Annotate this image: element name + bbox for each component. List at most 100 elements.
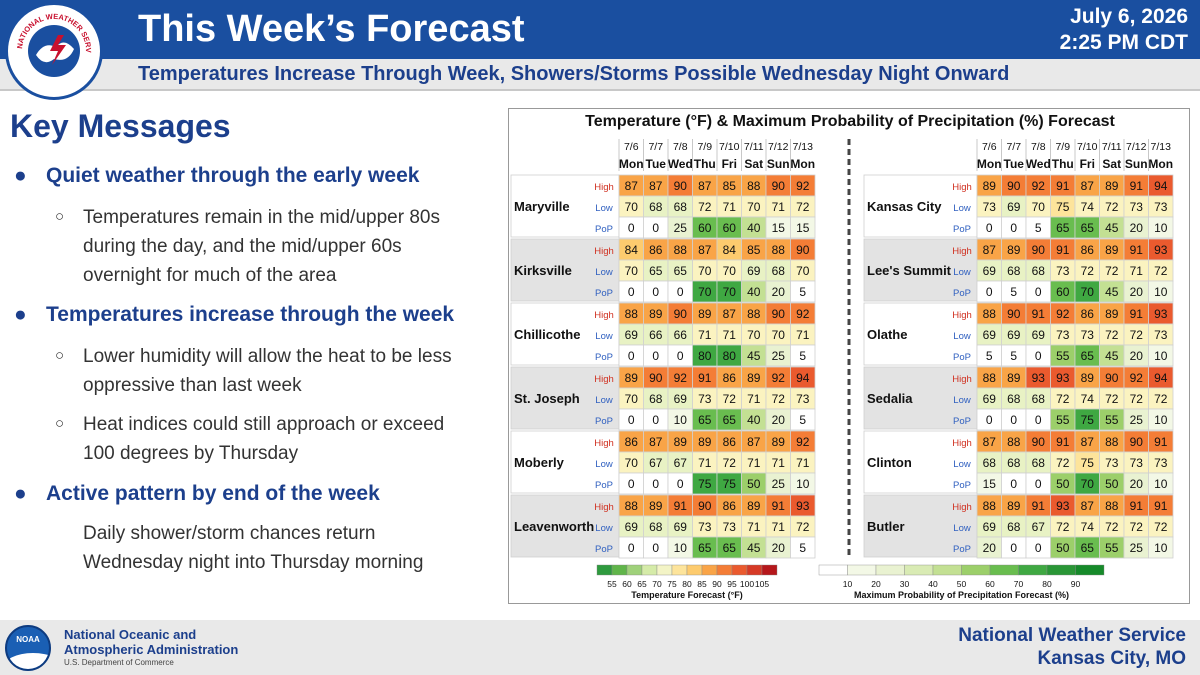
low-value: 69 <box>625 328 639 342</box>
pop-value: 20 <box>1130 349 1144 363</box>
high-value: 89 <box>1105 307 1119 321</box>
pop-value: 65 <box>698 541 712 555</box>
low-value: 72 <box>1056 392 1070 406</box>
high-value: 91 <box>1032 499 1046 513</box>
sub-bullet-text: Lower humidity will allow the heat to be… <box>83 346 452 367</box>
bullet-text: Temperatures increase through the week <box>46 303 455 326</box>
nws-office-line2: Kansas City, MO <box>1037 648 1186 669</box>
high-value: 87 <box>723 307 737 321</box>
high-value: 87 <box>698 179 712 193</box>
high-value: 89 <box>698 435 712 449</box>
high-value: 87 <box>625 179 639 193</box>
low-value: 73 <box>1154 328 1168 342</box>
nws-office-line1: National Weather Service <box>958 625 1186 646</box>
row-label-high: High <box>594 502 614 513</box>
row-label-pop: PoP <box>595 544 613 555</box>
pop-value: 0 <box>628 477 635 491</box>
low-value: 71 <box>772 200 786 214</box>
sub-bullet-text: overnight for much of the area <box>83 265 337 286</box>
low-value: 72 <box>1130 392 1144 406</box>
temp-legend-tick: 70 <box>652 579 662 589</box>
low-value: 67 <box>1032 520 1046 534</box>
low-value: 70 <box>625 456 639 470</box>
pop-value: 20 <box>983 541 997 555</box>
pop-value: 75 <box>698 477 712 491</box>
city-name: Olathe <box>867 327 907 342</box>
city-name: Maryville <box>514 199 570 214</box>
pop-value: 55 <box>1056 413 1070 427</box>
row-label-pop: PoP <box>595 224 613 235</box>
row-label-low: Low <box>595 395 613 406</box>
pop-legend-tick: 80 <box>1042 579 1052 589</box>
high-value: 90 <box>1007 179 1021 193</box>
row-label-high: High <box>594 374 614 385</box>
temp-legend-swatch <box>731 564 748 576</box>
pop-value: 25 <box>772 349 786 363</box>
footer-bar <box>0 620 1200 675</box>
city-name: Chillicothe <box>514 327 580 342</box>
low-value: 68 <box>649 392 663 406</box>
pop-value: 65 <box>1081 349 1095 363</box>
issue-date: July 6, 2026 <box>1070 5 1188 28</box>
row-label-pop: PoP <box>953 416 971 427</box>
high-value: 89 <box>747 371 761 385</box>
low-value: 71 <box>796 456 810 470</box>
pop-value: 15 <box>796 221 810 235</box>
low-value: 71 <box>698 456 712 470</box>
date-header-right: 7/10 <box>1077 141 1098 153</box>
low-value: 69 <box>983 264 997 278</box>
pop-cell <box>790 536 816 559</box>
row-label-high: High <box>952 502 972 513</box>
day-header-left: Tue <box>646 157 667 171</box>
pop-value: 0 <box>986 413 993 427</box>
low-value: 68 <box>1007 520 1021 534</box>
pop-legend-label: Maximum Probability of Precipitation For… <box>854 590 1069 600</box>
high-value: 94 <box>1154 371 1168 385</box>
high-value: 87 <box>1081 179 1095 193</box>
pop-value: 70 <box>698 285 712 299</box>
sub-bullet-text: Wednesday night into Thursday morning <box>83 552 424 573</box>
high-value: 88 <box>747 307 761 321</box>
city-cell-left <box>510 494 620 558</box>
low-value: 67 <box>649 456 663 470</box>
pop-value: 25 <box>674 221 688 235</box>
high-value: 93 <box>1032 371 1046 385</box>
pop-value: 10 <box>674 413 688 427</box>
date-header-right: 7/6 <box>982 141 997 153</box>
pop-value: 45 <box>747 541 761 555</box>
row-label-low: Low <box>595 331 613 342</box>
low-value: 71 <box>698 328 712 342</box>
date-header-left: 7/7 <box>648 141 663 153</box>
temp-legend-swatch <box>596 564 613 576</box>
city-name: Moberly <box>514 455 565 470</box>
low-value: 69 <box>625 520 639 534</box>
low-value: 68 <box>1032 456 1046 470</box>
pop-value: 0 <box>628 413 635 427</box>
high-value: 92 <box>796 435 810 449</box>
pop-legend-tick: 20 <box>871 579 881 589</box>
city-name: Sedalia <box>867 391 913 406</box>
high-value: 91 <box>1056 435 1070 449</box>
high-value: 93 <box>1154 243 1168 257</box>
low-value: 68 <box>1032 264 1046 278</box>
low-value: 72 <box>1105 520 1119 534</box>
noaa-name-line2: Atmospheric Administration <box>64 642 239 657</box>
high-value: 92 <box>796 179 810 193</box>
row-label-high: High <box>594 182 614 193</box>
high-value: 86 <box>1081 307 1095 321</box>
pop-value: 40 <box>747 285 761 299</box>
low-value: 71 <box>796 328 810 342</box>
low-value: 73 <box>1056 328 1070 342</box>
high-value: 90 <box>674 307 688 321</box>
high-value: 94 <box>796 371 810 385</box>
high-value: 91 <box>1154 435 1168 449</box>
city-name: St. Joseph <box>514 391 580 406</box>
pop-value: 10 <box>1154 477 1168 491</box>
row-label-pop: PoP <box>953 544 971 555</box>
low-value: 73 <box>1154 456 1168 470</box>
low-value: 75 <box>1056 200 1070 214</box>
city-name: Butler <box>867 519 905 534</box>
row-label-low: Low <box>953 331 971 342</box>
low-value: 66 <box>649 328 663 342</box>
pop-value: 75 <box>1081 413 1095 427</box>
